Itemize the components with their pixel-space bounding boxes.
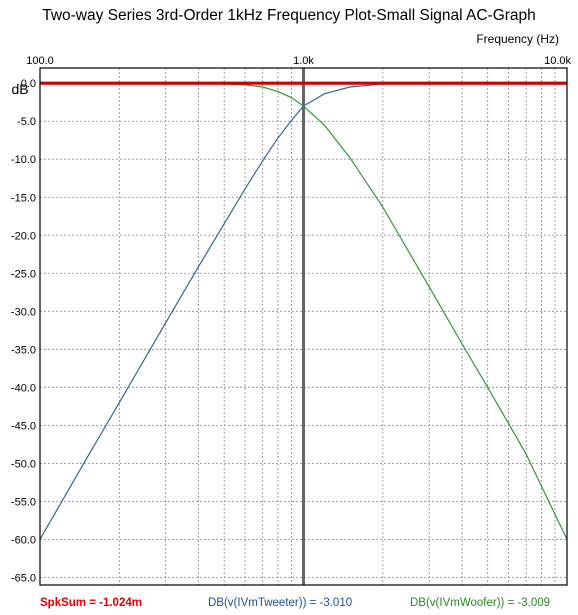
y-tick-label: -55.0 bbox=[11, 496, 36, 508]
x-tick-label: 10.0k bbox=[544, 55, 571, 67]
legend-label: DB(v(IVmTweeter)) = bbox=[208, 597, 320, 609]
y-tick-label: -20.0 bbox=[11, 230, 36, 242]
y-tick-label: -60.0 bbox=[11, 534, 36, 546]
legend-value: -3.010 bbox=[320, 597, 353, 609]
y-tick-label: -40.0 bbox=[11, 382, 36, 394]
y-tick-label: -50.0 bbox=[11, 458, 36, 470]
x-axis-label: Frequency (Hz) bbox=[476, 32, 559, 46]
y-tick-label: -5.0 bbox=[17, 116, 36, 128]
legend-value: -3.009 bbox=[517, 597, 550, 609]
legend-value: -1.024m bbox=[99, 597, 142, 609]
legend: SpkSum = -1.024m DB(v(IVmTweeter)) = -3.0… bbox=[40, 597, 550, 609]
y-tick-label: 0.0 bbox=[21, 78, 36, 90]
y-tick-label: -30.0 bbox=[11, 306, 36, 318]
y-tick-label: -10.0 bbox=[11, 154, 36, 166]
x-tick-label: 100.0 bbox=[26, 55, 54, 67]
x-tick-labels: 100.0 1.0k 10.0k bbox=[26, 55, 571, 67]
legend-tweeter: DB(v(IVmTweeter)) = -3.010 bbox=[208, 597, 352, 609]
legend-spksum: SpkSum = -1.024m bbox=[40, 597, 142, 609]
y-tick-label: -35.0 bbox=[11, 344, 36, 356]
legend-label: DB(v(IVmWoofer)) = bbox=[410, 597, 517, 609]
y-tick-label: -65.0 bbox=[11, 572, 36, 584]
series-tweeter-line bbox=[40, 83, 429, 539]
y-tick-labels: 0.0 -5.0 -10.0 -15.0 -20.0 -25.0 -30.0 -35.0 -40… bbox=[11, 78, 36, 584]
x-tick-label: 1.0k bbox=[293, 55, 314, 67]
y-tick-label: -45.0 bbox=[11, 420, 36, 432]
chart-title: Two-way Series 3rd-Order 1kHz Frequency … bbox=[42, 7, 536, 24]
y-tick-label: -15.0 bbox=[11, 192, 36, 204]
legend-label: SpkSum = bbox=[40, 597, 99, 609]
y-tick-label: -25.0 bbox=[11, 268, 36, 280]
legend-woofer: DB(v(IVmWoofer)) = -3.009 bbox=[410, 597, 550, 609]
